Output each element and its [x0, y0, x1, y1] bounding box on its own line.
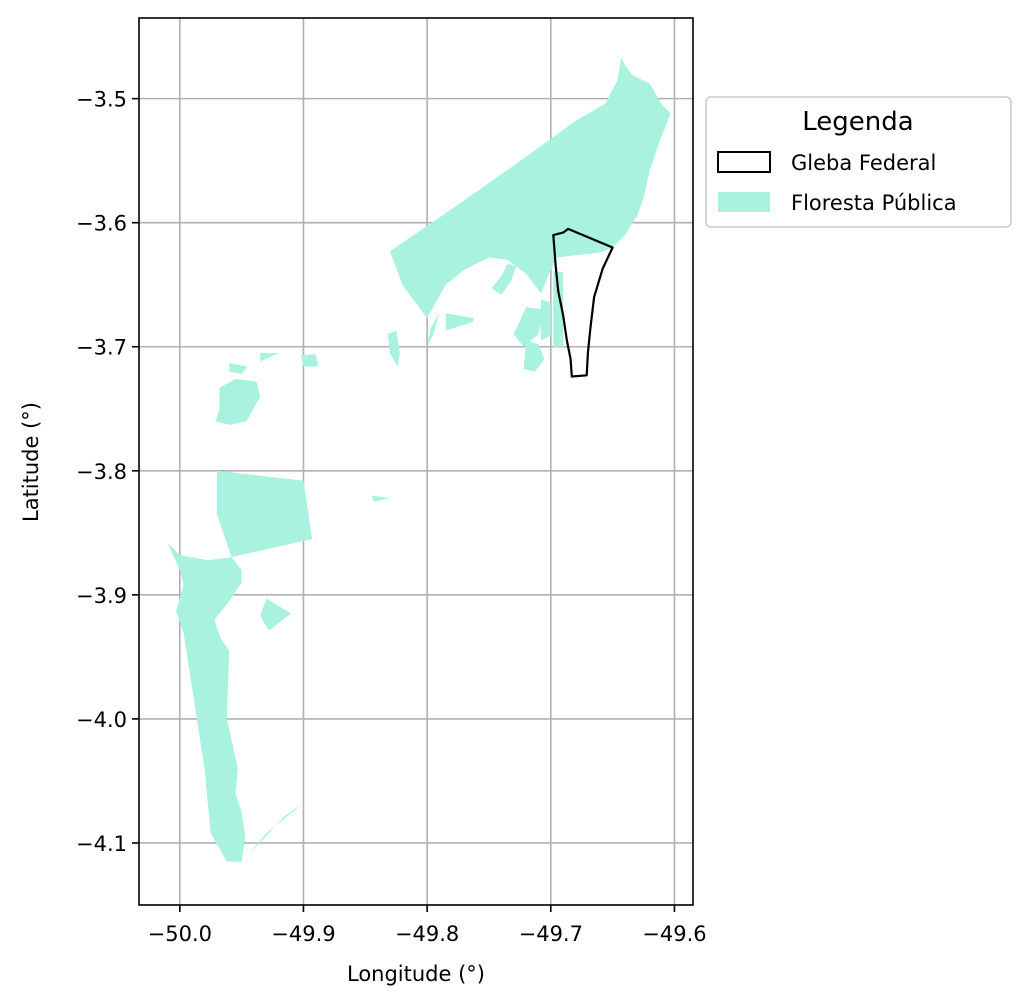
y-tick-label: −3.5 [76, 88, 127, 112]
polygon-floresta-publica [260, 598, 292, 631]
legend-label-gleba-federal: Gleba Federal [791, 151, 936, 175]
polygon-floresta-publica [229, 362, 248, 374]
y-tick-label: −4.1 [76, 832, 127, 856]
polygon-floresta-publica [371, 495, 390, 502]
legend-swatch-gleba-federal [717, 151, 771, 173]
y-tick-label: −3.6 [76, 212, 127, 236]
legend-box [705, 96, 1012, 228]
grid [139, 18, 693, 905]
y-tick-label: −4.0 [76, 708, 127, 732]
polygon-floresta-publica [523, 340, 545, 372]
polygon-gleba-federal [552, 227, 614, 378]
x-tick-label: −49.9 [271, 922, 335, 946]
legend-title: Legenda [802, 107, 913, 137]
legend-swatch-floresta-publica [718, 192, 770, 212]
polygon-floresta-publica [215, 379, 261, 425]
layer-floresta-publica [167, 57, 671, 862]
x-tick-label: −50.0 [148, 922, 212, 946]
x-axis-label: Longitude (°) [347, 962, 485, 986]
axes-frame [138, 17, 694, 906]
y-axis-label: Latitude (°) [19, 402, 43, 522]
legend-label-floresta-publica: Floresta Pública [791, 191, 957, 215]
polygon-floresta-publica [427, 312, 440, 347]
polygon-floresta-publica [167, 470, 313, 862]
x-tick-label: −49.8 [395, 922, 459, 946]
map-layers [167, 57, 671, 862]
polygon-floresta-publica [260, 353, 279, 362]
y-axis-ticks: −3.5 −3.6 −3.7 −3.8 −3.9 −4.0 −4.1 [76, 88, 139, 856]
polygon-floresta-publica [301, 354, 319, 367]
polygon-floresta-publica [513, 307, 545, 347]
polygon-floresta-publica [540, 299, 551, 341]
layer-gleba-federal [552, 227, 614, 378]
polygon-floresta-publica [387, 330, 400, 367]
legend: Legenda Gleba Federal Floresta Pública [705, 96, 1012, 228]
polygon-floresta-publica [445, 313, 475, 331]
polygon-floresta-publica [553, 271, 564, 347]
polygon-floresta-publica [390, 57, 671, 319]
x-tick-label: −49.7 [519, 922, 583, 946]
polygon-floresta-publica [491, 263, 517, 295]
y-tick-label: −3.8 [76, 460, 127, 484]
y-tick-label: −3.7 [76, 336, 127, 360]
x-tick-label: −49.6 [642, 922, 706, 946]
y-tick-label: −3.9 [76, 584, 127, 608]
x-axis-ticks: −50.0 −49.9 −49.8 −49.7 −49.6 [148, 905, 707, 946]
